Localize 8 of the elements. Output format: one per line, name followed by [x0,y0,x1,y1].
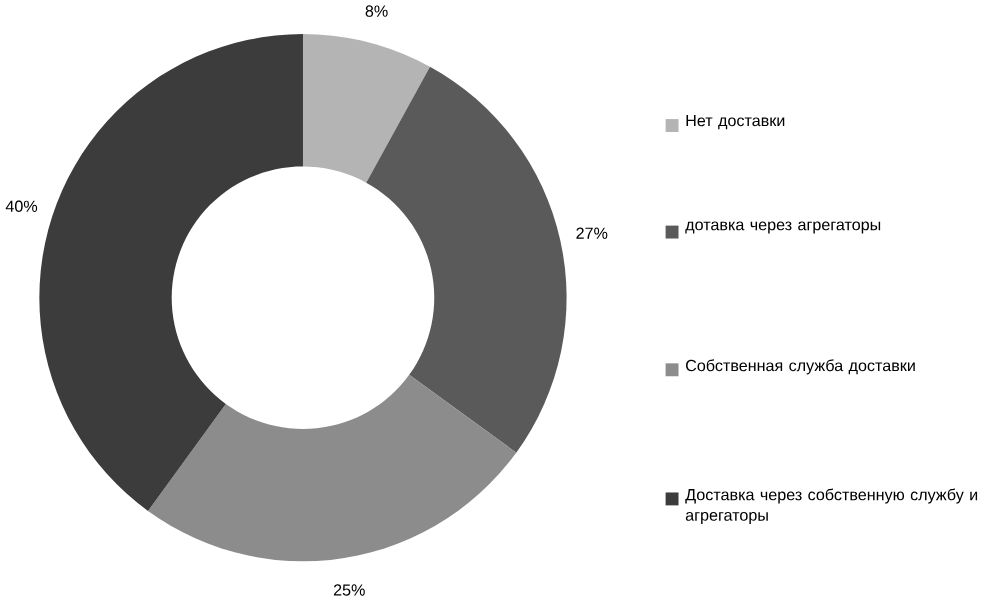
data-label: 8% [365,5,388,17]
data-label: 40% [5,200,38,212]
legend-label: Нет доставки [686,114,785,130]
data-label: 25% [333,584,365,596]
legend-label: Доставка через собственную службу и агрегаторы [685,488,978,524]
data-label: 27% [576,227,608,239]
legend-label: дотавка через агрегаторы [685,221,881,234]
legend-label: Собственная служба доставки [686,359,915,375]
